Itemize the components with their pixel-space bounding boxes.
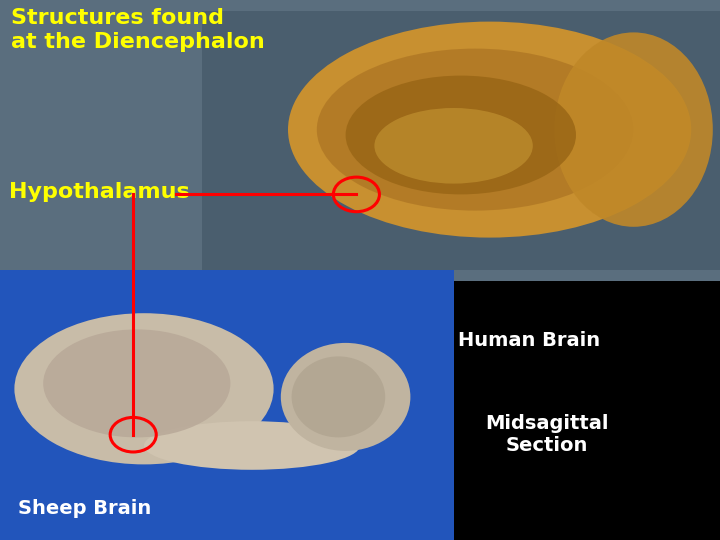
Ellipse shape: [281, 343, 410, 451]
Bar: [0, 270, 454, 540]
Ellipse shape: [346, 76, 576, 194]
Text: Hypothalamus: Hypothalamus: [9, 181, 189, 202]
Ellipse shape: [317, 49, 634, 211]
Text: Structures found: Structures found: [11, 8, 224, 28]
Text: Sheep Brain: Sheep Brain: [18, 499, 151, 518]
Ellipse shape: [288, 22, 691, 238]
Ellipse shape: [374, 108, 533, 184]
Text: Human Brain: Human Brain: [458, 330, 600, 350]
Ellipse shape: [14, 313, 274, 464]
Bar: [0, 0, 720, 281]
Text: at the Diencephalon: at the Diencephalon: [11, 32, 264, 52]
Bar: [202, 11, 720, 270]
Text: Midsagittal
Section: Midsagittal Section: [485, 414, 609, 455]
Ellipse shape: [554, 32, 713, 227]
Ellipse shape: [292, 356, 385, 437]
Ellipse shape: [43, 329, 230, 437]
Ellipse shape: [144, 421, 360, 470]
